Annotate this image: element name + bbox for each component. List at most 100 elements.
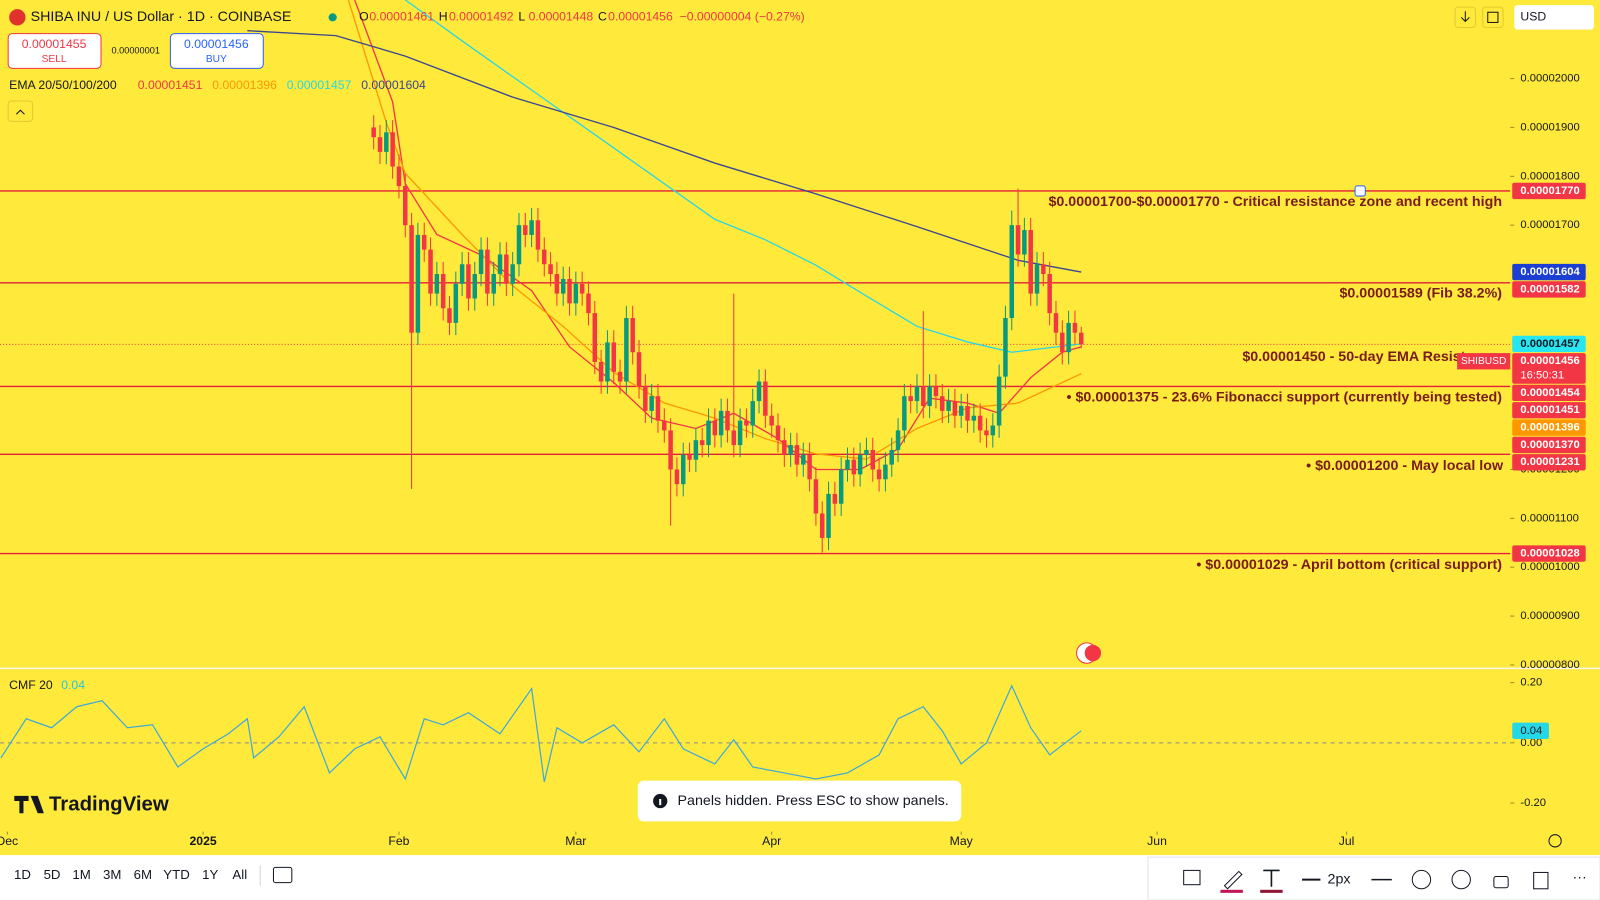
candle-body: [744, 420, 749, 426]
tool-delete[interactable]: [1533, 871, 1549, 890]
candle-body: [1015, 225, 1021, 255]
candle-body: [617, 371, 623, 382]
candle-body: [535, 220, 541, 250]
candle-body: [769, 415, 774, 426]
x-tick-label: May: [950, 834, 974, 848]
toast-text: Panels hidden. Press ESC to show panels.: [678, 793, 949, 809]
candle-body: [725, 410, 730, 431]
tool-visibility[interactable]: [1411, 869, 1432, 890]
candle-body: [573, 283, 579, 304]
x-tick-label: Feb: [388, 834, 409, 848]
level-handle[interactable]: [1354, 185, 1366, 197]
x-tick-label: Jun: [1147, 834, 1167, 848]
candle-body: [693, 440, 699, 460]
tool-text[interactable]: [1263, 869, 1280, 887]
symbol-icon: [9, 9, 26, 26]
candle-body: [750, 401, 755, 426]
candle-body: [864, 449, 869, 455]
price-badge-label: 0.00001370: [1520, 439, 1579, 451]
candle-body: [491, 274, 496, 294]
candle-body: [1028, 230, 1033, 294]
range-button[interactable]: 1D: [14, 867, 31, 882]
ohlc-value: 0.00001456: [608, 10, 673, 24]
candle-body: [586, 293, 591, 314]
candle-body: [662, 420, 667, 431]
price-badge: [1512, 281, 1586, 298]
candle-body: [579, 283, 585, 294]
candle-body: [883, 464, 888, 480]
candle-body: [731, 430, 737, 446]
refresh-button[interactable]: [1482, 6, 1504, 29]
sell-button[interactable]: [7, 33, 102, 69]
cmf-pane: [0, 684, 1511, 783]
candle-body: [946, 401, 951, 411]
candle-body: [497, 254, 503, 275]
y-tick-label: 0.00000900: [1520, 610, 1579, 622]
tool-text-color: [1260, 889, 1283, 893]
price-badge-label: 0.00001028: [1520, 548, 1579, 560]
candle-body: [1022, 230, 1027, 255]
download-icon: [1460, 11, 1470, 23]
ohlc-key: L: [518, 10, 525, 24]
candle-body: [560, 278, 566, 294]
symbol-title: SHIBA INU / US Dollar · 1D · COINBASE: [31, 9, 292, 25]
collapse-legend[interactable]: [7, 100, 34, 122]
ema-legend-value: 0.00001451: [138, 78, 203, 92]
candle-body: [598, 361, 604, 382]
candle-body: [807, 454, 812, 480]
tool-line-width-label: 2px: [1328, 871, 1351, 887]
candle-body: [996, 376, 1002, 426]
price-countdown: 16:50:31: [1520, 370, 1564, 382]
range-button[interactable]: YTD: [163, 867, 190, 882]
date-range-button[interactable]: [272, 866, 293, 884]
candle-body: [472, 274, 478, 299]
candle-body: [421, 234, 427, 250]
price-badge-label: 0.00001582: [1520, 283, 1579, 295]
range-button[interactable]: 5D: [44, 867, 61, 882]
candle-body: [813, 479, 819, 514]
candle-body: [971, 415, 977, 421]
tool-lock[interactable]: [1493, 876, 1509, 889]
range-button[interactable]: 6M: [134, 867, 152, 882]
candle-body: [1009, 225, 1014, 319]
sell-price: 0.00001455: [22, 37, 87, 51]
tool-brush[interactable]: [1223, 870, 1243, 890]
candle-body: [908, 396, 913, 402]
candle-body: [649, 396, 654, 411]
market-status: [328, 13, 337, 22]
buy-button[interactable]: [169, 33, 264, 69]
candle-body: [680, 454, 686, 485]
candle-body: [845, 459, 850, 470]
ema-legend-value: 0.00001604: [361, 78, 426, 92]
settings-icon[interactable]: [1548, 834, 1562, 848]
tool-layout[interactable]: [1183, 869, 1201, 886]
candle-body: [592, 313, 598, 362]
candle-body: [409, 225, 414, 333]
symbol-tag-label: SHIBUSD: [1461, 356, 1506, 367]
candle-body: [965, 405, 970, 421]
buy-label: BUY: [206, 54, 227, 65]
tool-alert[interactable]: [1451, 869, 1471, 890]
annotation: $0.00001700-$0.00001770 - Critical resis…: [1048, 194, 1502, 210]
annotation: • $0.00001375 - 23.6% Fibonacci support …: [1067, 390, 1503, 406]
candle-body: [940, 396, 945, 411]
candle-body: [643, 386, 648, 411]
range-button[interactable]: 1Y: [202, 867, 218, 882]
candle-body: [377, 137, 383, 152]
event-icon-flag: [1084, 644, 1102, 662]
candle-body: [718, 410, 724, 436]
tool-more[interactable]: ···: [1572, 869, 1586, 885]
range-button[interactable]: 1M: [72, 867, 90, 882]
toast: [637, 780, 962, 822]
range-button[interactable]: All: [232, 867, 247, 882]
candle-body: [927, 386, 932, 406]
range-button[interactable]: 3M: [103, 867, 121, 882]
currency-select[interactable]: [1514, 5, 1594, 30]
overlay: SHIBA INU / US Dollar · 1D · COINBASE 0.…: [0, 5, 1600, 900]
logo-text: TradingView: [49, 793, 169, 815]
x-tick-label: Mar: [565, 834, 586, 848]
candle-body: [737, 420, 743, 446]
